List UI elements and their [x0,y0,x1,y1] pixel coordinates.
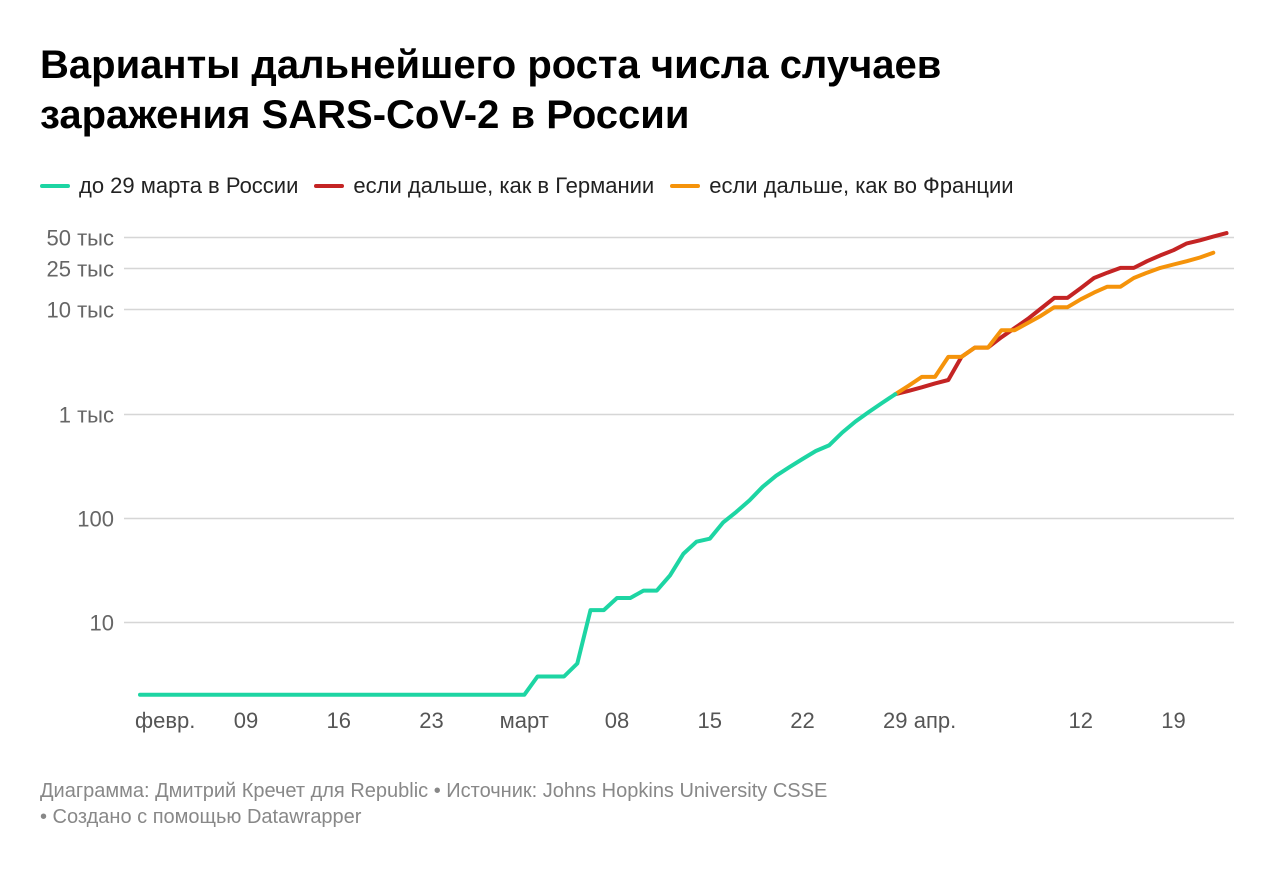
chart-legend: до 29 марта в России если дальше, как в … [40,172,1030,200]
legend-swatch-germany [314,184,345,188]
chart-title-line-1: Варианты дальнейшего роста числа случаев [40,43,942,87]
y-tick-label: 25 тыс [47,257,114,282]
x-tick-label: 15 [698,708,722,733]
x-tick-label: март [500,708,549,733]
series-line-france [893,250,1216,397]
footer-credit: Диаграмма: Дмитрий Кречет для Republic •… [40,780,828,802]
legend-swatch-france [670,184,701,188]
x-tick-label: февр. [135,708,195,733]
x-tick-label: 16 [327,708,351,733]
gridlines [124,236,1234,624]
series-lines [138,231,1229,697]
x-axis-tick-labels: февр. 09 16 23 март 08 15 22 29 апр. 12 19 [135,708,1186,733]
legend-item-france: если дальше, как во Франции [670,173,1014,199]
y-tick-label: 50 тыс [47,226,114,251]
y-axis-tick-labels: 10 100 1 тыс 10 тыс 25 тыс 50 тыс [47,226,114,636]
x-tick-label: 12 [1069,708,1093,733]
y-tick-label: 10 [90,611,114,636]
legend-label-russia: до 29 марта в России [79,173,299,198]
x-tick-label: 09 [234,708,258,733]
y-tick-label: 1 тыс [59,403,114,428]
chart-title: Варианты дальнейшего роста числа случаев… [40,40,1220,140]
x-tick-label: 08 [605,708,629,733]
chart-title-line-2: заражения SARS-CoV-2 в России [40,93,690,137]
x-tick-label: 29 [883,708,907,733]
legend-item-germany: если дальше, как в Германии [314,173,654,199]
legend-swatch-russia [40,184,70,188]
series-line-russia [138,392,898,697]
x-tick-label: апр. [914,708,957,733]
x-tick-label: 23 [419,708,443,733]
legend-label-france: если дальше, как во Франции [709,173,1014,198]
x-tick-label: 19 [1161,708,1185,733]
legend-item-russia: до 29 марта в России [40,173,298,199]
y-tick-label: 100 [77,507,114,532]
series-line-germany [893,231,1229,397]
footer-tool: • Создано с помощью Datawrapper [40,806,362,828]
y-tick-label: 10 тыс [47,298,114,323]
chart-footer: Диаграмма: Дмитрий Кречет для Republic •… [40,778,1040,830]
legend-label-germany: если дальше, как в Германии [353,173,655,198]
x-tick-label: 22 [790,708,814,733]
